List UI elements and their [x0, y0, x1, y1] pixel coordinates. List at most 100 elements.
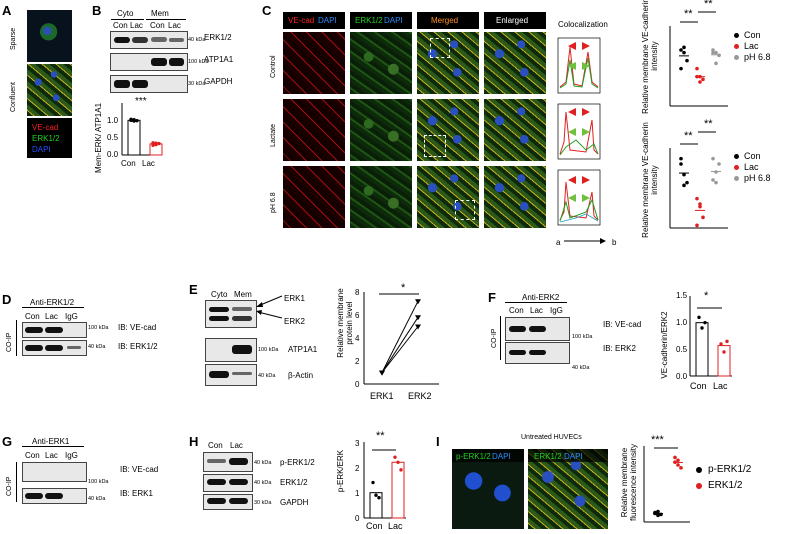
blot-h-erk: [203, 474, 253, 492]
img-c-lactate-enlarged: [484, 99, 546, 161]
ib-d-1: IB: VE-cad: [118, 323, 157, 332]
series-line: [381, 326, 419, 373]
panel-label-f: F: [488, 290, 496, 305]
lane-d-igg: IgG: [65, 312, 78, 321]
coip-d: CO-IP: [6, 332, 13, 352]
coloc-axis-b: b: [612, 238, 617, 247]
point-con: [374, 493, 378, 497]
blot-h-perk: [203, 452, 253, 472]
sig-c-2: **: [704, 0, 713, 10]
line-mem: [146, 19, 186, 20]
img-c-ph-vecad: [283, 166, 345, 228]
xcat-h-0: Con: [366, 521, 383, 531]
ytick-e-3: 6: [355, 311, 360, 320]
roi-box-2: [424, 135, 446, 157]
legend-dapi: DAPI: [32, 145, 51, 154]
point-lac: [725, 339, 729, 344]
bar-con: [127, 119, 141, 156]
coloc-title: Colocalization: [558, 20, 608, 29]
lane-lac-2: Lac: [168, 21, 181, 30]
point-erk12: [673, 455, 677, 460]
bar-lac: [717, 345, 731, 377]
blot-g-2: [22, 488, 87, 504]
chart-i: [643, 446, 690, 523]
img-c-lactate-erk: [350, 99, 412, 161]
lane-d-con: Con: [25, 312, 40, 321]
ylabel-f: VE-cadherin/ERK2: [660, 311, 669, 379]
bar-con: [695, 322, 709, 377]
point-ph68: [717, 162, 721, 166]
xcat-f-0: Con: [690, 381, 707, 391]
panel-label-a: A: [2, 3, 12, 18]
series-line: [381, 300, 419, 373]
line-cyto: [111, 19, 144, 20]
lane-h-lac: Lac: [230, 441, 243, 450]
header-c-vecad: VE-cad DAPI: [283, 12, 345, 29]
point-con: [377, 496, 381, 500]
point-erk12: [679, 466, 683, 470]
row-label-sparse: Sparse: [10, 27, 17, 50]
img-c-control-erk: [350, 32, 412, 94]
panel-a-legend: VE-cad ERK1/2 DAPI: [27, 118, 72, 158]
point-con: [679, 156, 683, 161]
band-h-gapdh: GAPDH: [280, 498, 309, 507]
img-c-ph-erk: [350, 166, 412, 228]
ib-g-1: IB: VE-cad: [120, 465, 159, 474]
kda-b-1: 40 kDa: [188, 37, 206, 43]
chart-h: [363, 442, 406, 519]
ytick-f-3: 1.5: [676, 291, 688, 300]
panel-label-h: H: [189, 434, 199, 449]
ytick-h-2: 2: [355, 464, 360, 473]
ytick-e-1: 2: [355, 357, 360, 366]
point-lac: [695, 223, 699, 228]
arrow-erk2: ERK2: [284, 317, 305, 326]
sig-i: ***: [651, 434, 664, 446]
point-lac: [151, 143, 155, 147]
sig-c-1: **: [684, 8, 693, 20]
xcat-b-0: Con: [121, 159, 136, 168]
ab-d: Anti-ERK1/2: [30, 298, 75, 307]
point-lac: [396, 460, 400, 464]
ylabel-h: p-ERK/ERK: [336, 449, 345, 493]
kda-e-2: 40 kDa: [258, 373, 276, 379]
lane-f-con: Con: [509, 306, 524, 315]
band-b-erk: ERK1/2: [204, 33, 232, 42]
kda-h-2: 40 kDa: [254, 480, 272, 486]
point-ph68: [711, 156, 715, 161]
point-lac: [698, 204, 702, 209]
point-lac: [701, 77, 705, 82]
ab-g: Anti-ERK1: [32, 437, 70, 446]
ytick-b-1: 0.5: [107, 133, 119, 142]
roi-box-3: [455, 200, 475, 220]
lane-h-con: Con: [208, 441, 223, 450]
point-con: [129, 117, 133, 121]
ib-f-2: IB: ERK2: [603, 344, 636, 353]
blot-b-atp: [110, 53, 188, 71]
coip-g: CO-IP: [6, 476, 13, 496]
lane-g-con: Con: [25, 451, 40, 460]
point-con: [682, 183, 686, 188]
series-point: [415, 315, 421, 321]
row-c-control: Control: [270, 55, 277, 78]
point-ph68: [711, 178, 715, 182]
point-con: [679, 48, 683, 52]
ylabel-e: Relative membrane protein level: [336, 288, 354, 358]
chart-b: [121, 103, 163, 156]
point-ph68: [711, 48, 715, 52]
img-i-perk: p-ERK1/2 DAPI: [452, 449, 524, 529]
point-perk12: [653, 511, 657, 516]
lane-f-lac: Lac: [530, 306, 543, 315]
blot-f-1: [505, 317, 570, 341]
panel-label-d: D: [2, 292, 12, 307]
point-lac: [698, 74, 702, 79]
lane-con-2: Con: [150, 21, 165, 30]
kda-b-3: 30 kDa: [188, 81, 206, 87]
point-lac: [399, 468, 403, 472]
point-lac: [151, 141, 155, 145]
point-ph68: [714, 170, 718, 174]
lane-f-igg: IgG: [550, 306, 563, 315]
point-lac: [393, 455, 397, 459]
point-con: [679, 66, 683, 71]
group-e-cyto: Cyto: [211, 290, 228, 299]
chart-c: [669, 11, 728, 229]
